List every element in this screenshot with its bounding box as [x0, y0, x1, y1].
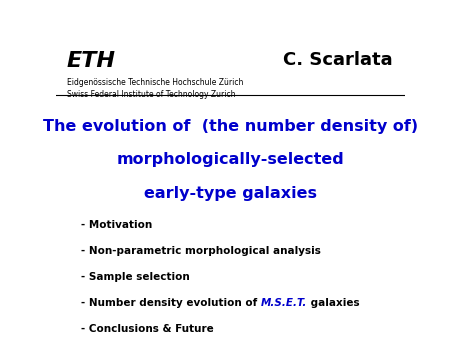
Text: Swiss Federal Institute of Technology Zurich: Swiss Federal Institute of Technology Zu…: [67, 90, 235, 99]
Text: galaxies: galaxies: [307, 298, 360, 308]
Text: - Non-parametric morphological analysis: - Non-parametric morphological analysis: [81, 246, 320, 256]
Text: The evolution of  (the number density of): The evolution of (the number density of): [43, 119, 418, 134]
Text: ETH: ETH: [67, 51, 116, 71]
Text: morphologically-selected: morphologically-selected: [117, 152, 345, 167]
Text: M.S.E.T.: M.S.E.T.: [261, 298, 307, 308]
Text: - Motivation: - Motivation: [81, 220, 152, 230]
Text: Eidgenössische Technische Hochschule Zürich: Eidgenössische Technische Hochschule Zür…: [67, 78, 243, 87]
Text: C. Scarlata: C. Scarlata: [283, 51, 392, 69]
Text: - Conclusions & Future: - Conclusions & Future: [81, 324, 213, 334]
Text: early-type galaxies: early-type galaxies: [144, 186, 317, 201]
Text: - Sample selection: - Sample selection: [81, 272, 189, 282]
Text: - Number density evolution of: - Number density evolution of: [81, 298, 261, 308]
